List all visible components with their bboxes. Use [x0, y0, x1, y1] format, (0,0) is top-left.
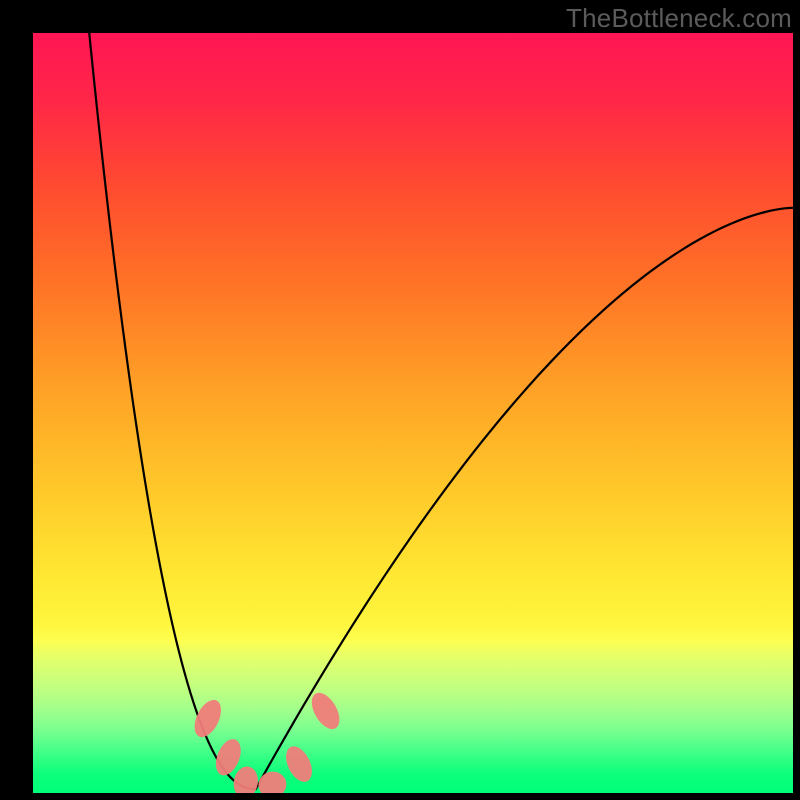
attribution-label: TheBottleneck.com	[566, 3, 792, 34]
curve-bead	[231, 765, 260, 793]
curve-bead	[189, 696, 226, 742]
plot-frame	[33, 33, 793, 793]
bottleneck-curve	[33, 33, 793, 793]
curve-bead	[281, 742, 317, 786]
curve-bead	[256, 769, 289, 793]
curve-beads	[189, 688, 345, 793]
bottleneck-curve-path	[89, 33, 793, 789]
curve-bead	[306, 688, 345, 734]
